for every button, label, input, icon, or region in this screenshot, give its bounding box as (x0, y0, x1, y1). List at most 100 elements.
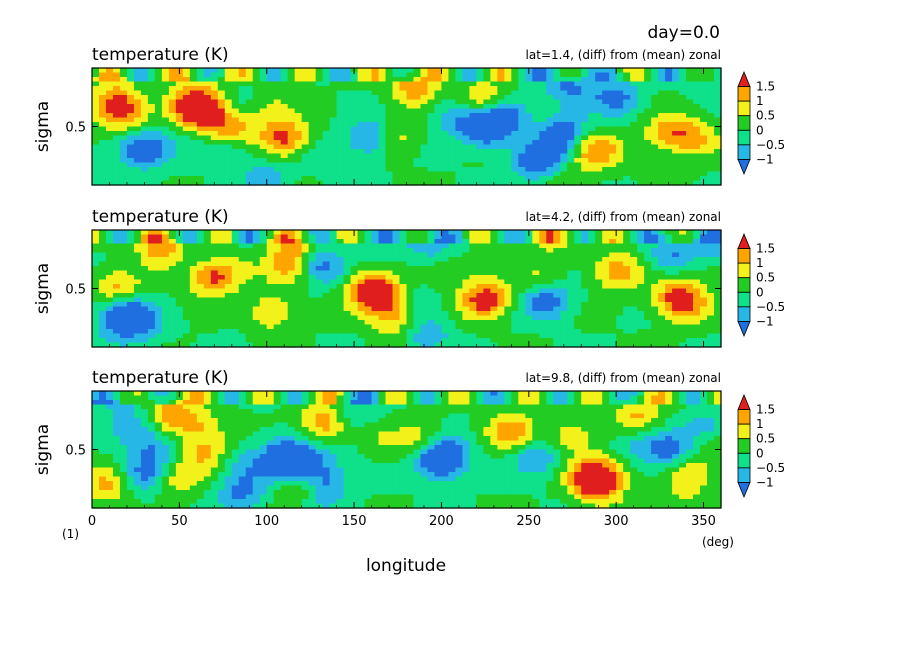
heatmap-cell (560, 104, 568, 110)
heatmap-cell (350, 320, 359, 326)
heatmap-cell (714, 99, 722, 105)
heatmap-cell (700, 338, 708, 344)
heatmap-cell (364, 391, 373, 397)
heatmap-cell (357, 315, 366, 321)
heatmap-cell (637, 288, 645, 294)
heatmap-cell (560, 333, 568, 339)
heatmap-cell (504, 315, 512, 321)
heatmap-cell (441, 117, 450, 123)
heatmap-cell (196, 117, 205, 123)
heatmap-cell (98, 275, 107, 281)
heatmap-cell (679, 257, 687, 263)
heatmap-cell (476, 122, 484, 128)
heatmap-cell (490, 149, 498, 155)
heatmap-cell (658, 180, 666, 186)
heatmap-cell (581, 117, 589, 123)
heatmap-cell (406, 135, 415, 141)
heatmap-cell (490, 108, 498, 114)
heatmap-cell (406, 68, 415, 74)
heatmap-cell (182, 239, 191, 245)
heatmap-cell (182, 95, 191, 101)
heatmap-cell (546, 158, 554, 164)
heatmap-cell (476, 171, 484, 177)
heatmap-cell (308, 315, 317, 321)
heatmap-cell (686, 140, 694, 146)
heatmap-cell (413, 239, 422, 245)
heatmap-cell (532, 122, 540, 128)
heatmap-cell (574, 153, 582, 159)
heatmap-cell (497, 86, 505, 92)
heatmap-cell (448, 95, 457, 101)
heatmap-cell (546, 261, 554, 267)
heatmap-cell (644, 167, 652, 173)
heatmap-cell (434, 261, 443, 267)
heatmap-cell (259, 135, 268, 141)
heatmap-cell (273, 391, 282, 397)
heatmap-cell (147, 234, 156, 240)
heatmap-cell (665, 122, 673, 128)
heatmap-cell (238, 153, 247, 159)
heatmap-cell (497, 266, 505, 272)
heatmap-cell (413, 261, 422, 267)
heatmap-cell (119, 261, 128, 267)
heatmap-cell (476, 338, 484, 344)
heatmap-cell (343, 180, 352, 186)
heatmap-cell (175, 162, 184, 168)
heatmap-cell (294, 171, 303, 177)
heatmap-cell (483, 144, 491, 150)
heatmap-cell (385, 131, 394, 137)
heatmap-cell (112, 257, 121, 263)
heatmap-cell (119, 333, 128, 339)
heatmap-cell (413, 113, 422, 119)
heatmap-cell (203, 391, 212, 397)
heatmap-cell (273, 81, 282, 87)
heatmap-cell (224, 131, 233, 137)
heatmap-cell (245, 230, 254, 236)
heatmap-cell (399, 99, 408, 105)
heatmap-cell (92, 140, 100, 146)
heatmap-cell (623, 81, 631, 87)
heatmap-cell (350, 99, 359, 105)
heatmap-cell (161, 329, 170, 335)
heatmap-cell (679, 180, 687, 186)
heatmap-cell (560, 122, 568, 128)
heatmap-cell (231, 252, 240, 258)
heatmap-cell (455, 252, 464, 258)
heatmap-cell (133, 315, 142, 321)
heatmap-cell (686, 95, 694, 101)
heatmap-cell (406, 333, 415, 339)
heatmap-cell (539, 153, 547, 159)
heatmap-cell (161, 257, 170, 263)
heatmap-cell (315, 306, 324, 312)
heatmap-cell (238, 122, 247, 128)
heatmap-cell (462, 117, 470, 123)
heatmap-cell (210, 302, 219, 308)
heatmap-cell (92, 315, 100, 321)
heatmap-cell (581, 288, 589, 294)
heatmap-cell (98, 234, 107, 240)
heatmap-cell (588, 329, 596, 335)
heatmap-cell (245, 77, 254, 83)
heatmap-cell (546, 333, 554, 339)
heatmap-cell (595, 261, 603, 267)
heatmap-cell (574, 311, 582, 317)
heatmap-cell (378, 261, 387, 267)
heatmap-cell (322, 248, 331, 254)
heatmap-cell (658, 333, 666, 339)
heatmap-cell (448, 131, 457, 137)
heatmap-cell (686, 324, 694, 330)
heatmap-cell (92, 99, 100, 105)
heatmap-cell (308, 248, 317, 254)
heatmap-cell (175, 293, 184, 299)
heatmap-cell (651, 261, 659, 267)
heatmap-cell (413, 315, 422, 321)
heatmap-cell (686, 261, 694, 267)
heatmap-cell (259, 324, 268, 330)
heatmap-cell (490, 329, 498, 335)
heatmap-cell (630, 95, 638, 101)
heatmap-cell (392, 279, 401, 285)
heatmap-cell (133, 162, 142, 168)
heatmap-cell (574, 122, 582, 128)
heatmap-cell (378, 315, 387, 321)
heatmap-cell (294, 162, 303, 168)
